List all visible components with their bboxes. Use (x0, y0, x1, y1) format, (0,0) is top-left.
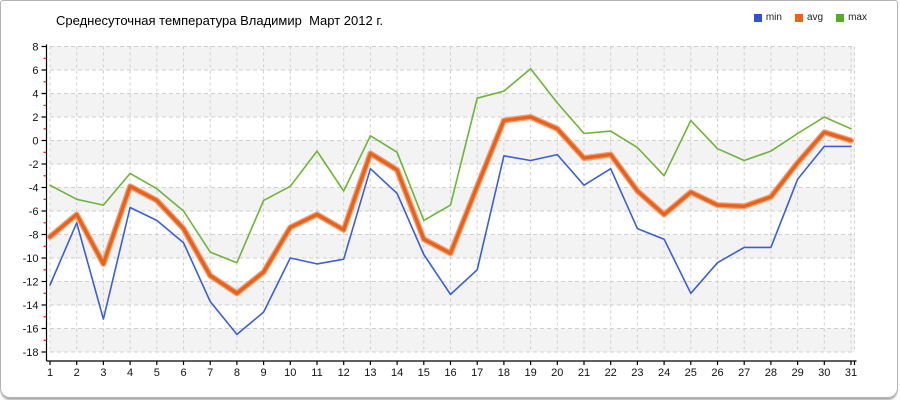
svg-text:18: 18 (498, 367, 510, 379)
legend-item-avg: avg (794, 12, 824, 23)
svg-text:1: 1 (47, 367, 53, 379)
svg-text:11: 11 (311, 367, 322, 379)
legend-label-avg: avg (806, 12, 824, 23)
series-max (49, 68, 852, 264)
svg-text:7: 7 (207, 367, 213, 379)
svg-text:-18: -18 (23, 347, 39, 359)
svg-text:4: 4 (127, 367, 133, 379)
svg-text:0: 0 (32, 135, 38, 147)
svg-text:-6: -6 (29, 206, 39, 218)
svg-text:3: 3 (100, 367, 106, 379)
svg-text:8: 8 (234, 367, 240, 379)
svg-text:6: 6 (32, 65, 38, 77)
max-swatch-icon (836, 13, 845, 22)
svg-text:-12: -12 (23, 276, 39, 288)
y-axis: 8 6 4 2 0 -2 -4 -6 -8 -10 -12 -14 -16 -18 (23, 41, 48, 361)
series-min (49, 145, 852, 336)
svg-text:27: 27 (738, 367, 750, 379)
svg-text:-14: -14 (23, 300, 39, 312)
svg-text:20: 20 (551, 367, 563, 379)
svg-text:-16: -16 (23, 323, 39, 335)
legend: min avg max (753, 12, 867, 23)
svg-text:-4: -4 (29, 182, 39, 194)
x-axis: 1 2 3 4 5 6 7 8 9 10 11 12 13 14 15 16 17 18 19 20 21 22 23 24 2… (46, 360, 857, 379)
svg-text:14: 14 (391, 367, 403, 379)
svg-text:31: 31 (845, 367, 857, 379)
svg-text:-2: -2 (29, 159, 39, 171)
svg-text:2: 2 (32, 112, 38, 124)
avg-swatch-icon (794, 13, 803, 22)
series-avg (47, 114, 854, 297)
svg-text:23: 23 (631, 367, 643, 379)
svg-text:15: 15 (418, 367, 430, 379)
svg-text:5: 5 (154, 367, 160, 379)
svg-text:30: 30 (818, 367, 830, 379)
svg-text:28: 28 (765, 367, 777, 379)
min-swatch-icon (753, 13, 762, 22)
svg-text:16: 16 (444, 367, 456, 379)
svg-text:-10: -10 (23, 253, 39, 265)
svg-text:21: 21 (578, 367, 590, 379)
svg-text:19: 19 (524, 367, 536, 379)
svg-text:8: 8 (32, 41, 38, 53)
svg-text:2: 2 (74, 367, 80, 379)
svg-text:24: 24 (658, 367, 670, 379)
svg-text:9: 9 (261, 367, 267, 379)
svg-text:26: 26 (711, 367, 723, 379)
chart-title: Среднесуточная температура Владимир Март… (56, 13, 384, 28)
legend-label-max: max (848, 12, 867, 23)
svg-text:4: 4 (32, 88, 38, 100)
svg-text:10: 10 (284, 367, 296, 379)
legend-item-min: min (753, 12, 782, 23)
svg-text:25: 25 (685, 367, 697, 379)
svg-text:22: 22 (605, 367, 617, 379)
svg-text:12: 12 (338, 367, 350, 379)
svg-text:13: 13 (364, 367, 376, 379)
svg-text:-8: -8 (29, 229, 39, 241)
legend-item-max: max (836, 12, 867, 23)
svg-text:17: 17 (471, 367, 483, 379)
legend-label-min: min (765, 12, 782, 23)
svg-text:29: 29 (791, 367, 803, 379)
svg-text:6: 6 (180, 367, 186, 379)
